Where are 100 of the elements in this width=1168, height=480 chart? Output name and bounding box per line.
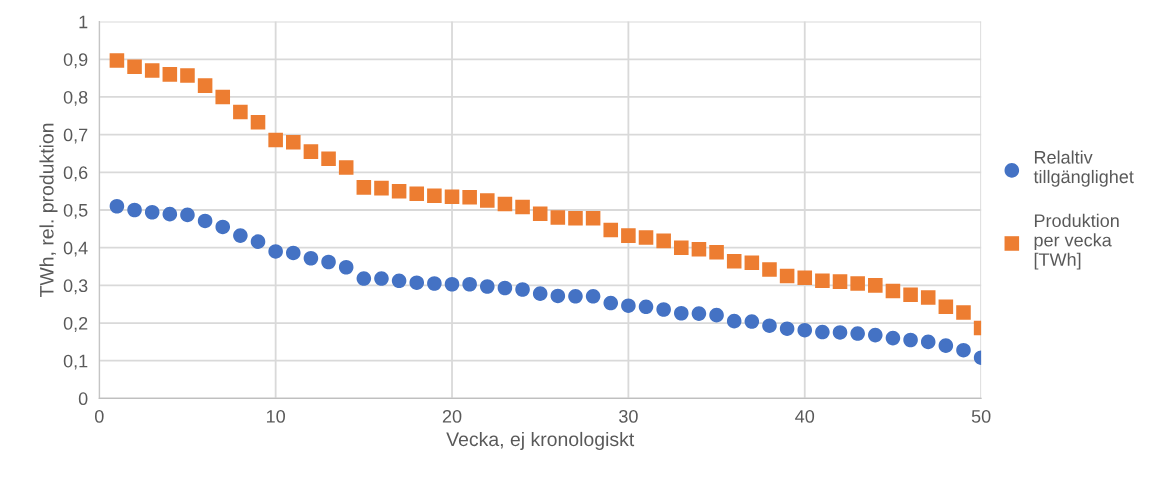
point [374,180,389,196]
point [920,290,936,305]
point [356,271,372,286]
point [585,289,601,304]
point [391,183,407,199]
point [656,233,671,249]
point [444,276,460,292]
x-tick-label: 40 [795,409,815,423]
point [726,253,742,269]
point [674,240,689,255]
point [956,342,971,358]
point [462,276,477,292]
x-tick-label: 0 [94,409,104,423]
point [180,207,195,223]
legend-label: Produktion per vecka [TWh] [1034,213,1119,270]
point [832,274,848,289]
point [427,276,442,291]
point [215,219,231,235]
point [797,322,813,338]
point [409,275,425,291]
point [815,273,830,289]
point [550,288,566,304]
y-axis-title: TWh, rel. produktion [39,123,58,298]
legend-label: Relaltiv tillgänglighet [1033,150,1134,187]
y-tick-label: 1 [79,15,88,29]
point [144,63,160,78]
point [779,268,795,284]
y-tick-label: 0,2 [63,316,88,332]
point [462,189,477,205]
point [338,259,354,275]
point [127,202,142,218]
point [832,325,848,340]
y-tick-label: 0,4 [63,241,88,257]
x-tick-label: 10 [266,409,285,423]
point [233,104,248,120]
point [709,244,724,260]
point [286,134,301,150]
point [286,245,301,261]
point [903,332,918,348]
point [250,114,266,130]
x-axis-title: Vecka, ej kronologiskt [446,431,635,451]
point [197,78,213,93]
point [338,160,354,175]
point [797,270,813,286]
point [532,286,548,301]
point [215,89,231,105]
point [497,196,513,212]
point [550,210,566,225]
point [885,283,901,299]
point [638,230,654,245]
point [109,53,125,68]
point [197,213,213,229]
point [938,338,954,353]
point [603,295,619,311]
point [180,68,195,83]
point [585,211,601,226]
point [920,334,936,350]
point [956,305,971,320]
point [127,59,142,75]
point [162,206,178,222]
x-tick-label: 50 [971,409,991,423]
point [515,199,530,215]
point [268,244,283,259]
point [691,306,707,321]
point [515,282,530,297]
point [744,314,760,329]
point [868,278,883,293]
point [762,318,777,333]
point [903,287,918,303]
point [321,151,336,167]
point [409,186,425,202]
point [321,254,336,270]
y-tick-label: 0,7 [63,128,88,144]
point [356,180,372,195]
point [868,327,883,343]
point [480,279,495,294]
point [603,222,619,238]
point [109,198,125,214]
y-tick-label: 0,9 [63,53,88,69]
y-tick-label: 0,6 [63,166,88,182]
point [638,299,654,315]
point [303,144,319,159]
point [621,228,636,243]
point [374,271,389,286]
point [850,326,865,341]
point [233,228,248,243]
point [427,188,442,203]
x-tick-label: 30 [619,409,638,423]
point [885,330,901,346]
point [144,204,160,220]
point [497,280,513,296]
y-tick-label: 0,3 [63,279,88,295]
point [815,324,830,340]
point [621,298,636,313]
point [744,255,760,271]
point [762,262,777,277]
point [391,273,407,289]
point [568,211,583,226]
point [726,313,742,329]
point [938,299,954,315]
